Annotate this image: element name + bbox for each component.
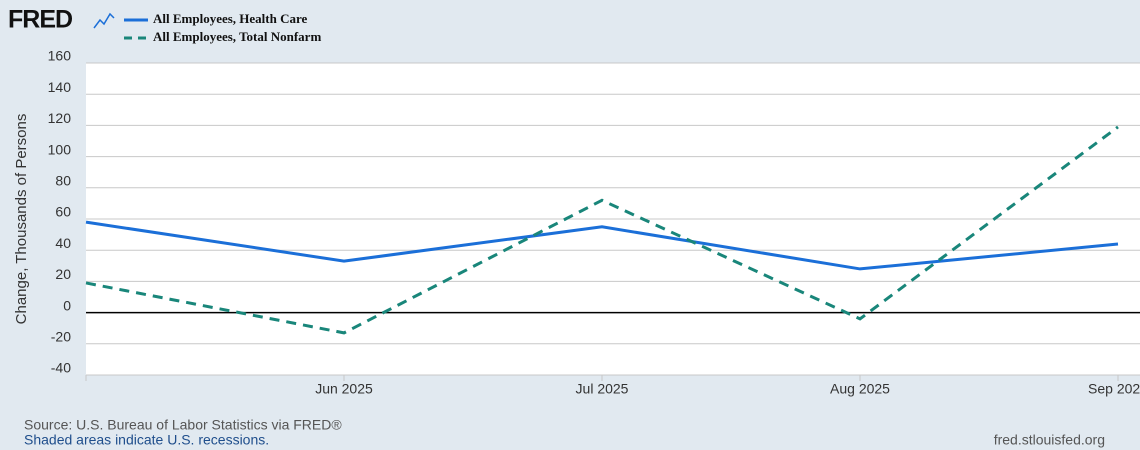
x-tick-label: Jul 2025 — [576, 381, 629, 397]
logo-icon — [93, 12, 115, 29]
x-tick-label: Sep 2025 — [1088, 381, 1140, 397]
y-tick-label: 160 — [48, 48, 72, 64]
y-tick-label: 0 — [63, 297, 71, 313]
source: Source: U.S. Bureau of Labor Statistics … — [24, 417, 342, 433]
y-tick-label: -20 — [51, 329, 71, 345]
legend-label: All Employees, Total Nonfarm — [153, 29, 321, 44]
y-tick-label: 60 — [55, 204, 71, 220]
y-tick-label: 80 — [55, 173, 71, 189]
logo[interactable]: FRED — [8, 6, 73, 34]
note: Shaded areas indicate U.S. recessions. — [24, 432, 269, 448]
series-line — [85, 125, 1119, 335]
series-line — [85, 220, 1119, 271]
credit: fred.stlouisfed.org — [994, 432, 1105, 448]
x-tick-label: Jun 2025 — [315, 381, 373, 397]
x-tick-label: Aug 2025 — [830, 381, 890, 397]
y-tick-label: 20 — [55, 266, 71, 282]
y-axis-label: Change, Thousands of Persons — [13, 114, 30, 325]
y-tick-label: 140 — [48, 79, 72, 95]
y-tick-label: -40 — [51, 360, 71, 376]
y-tick-label: 100 — [48, 141, 72, 157]
y-tick-label: 120 — [48, 110, 72, 126]
y-tick-label: 40 — [55, 235, 71, 251]
legend-label: All Employees, Health Care — [153, 11, 308, 26]
